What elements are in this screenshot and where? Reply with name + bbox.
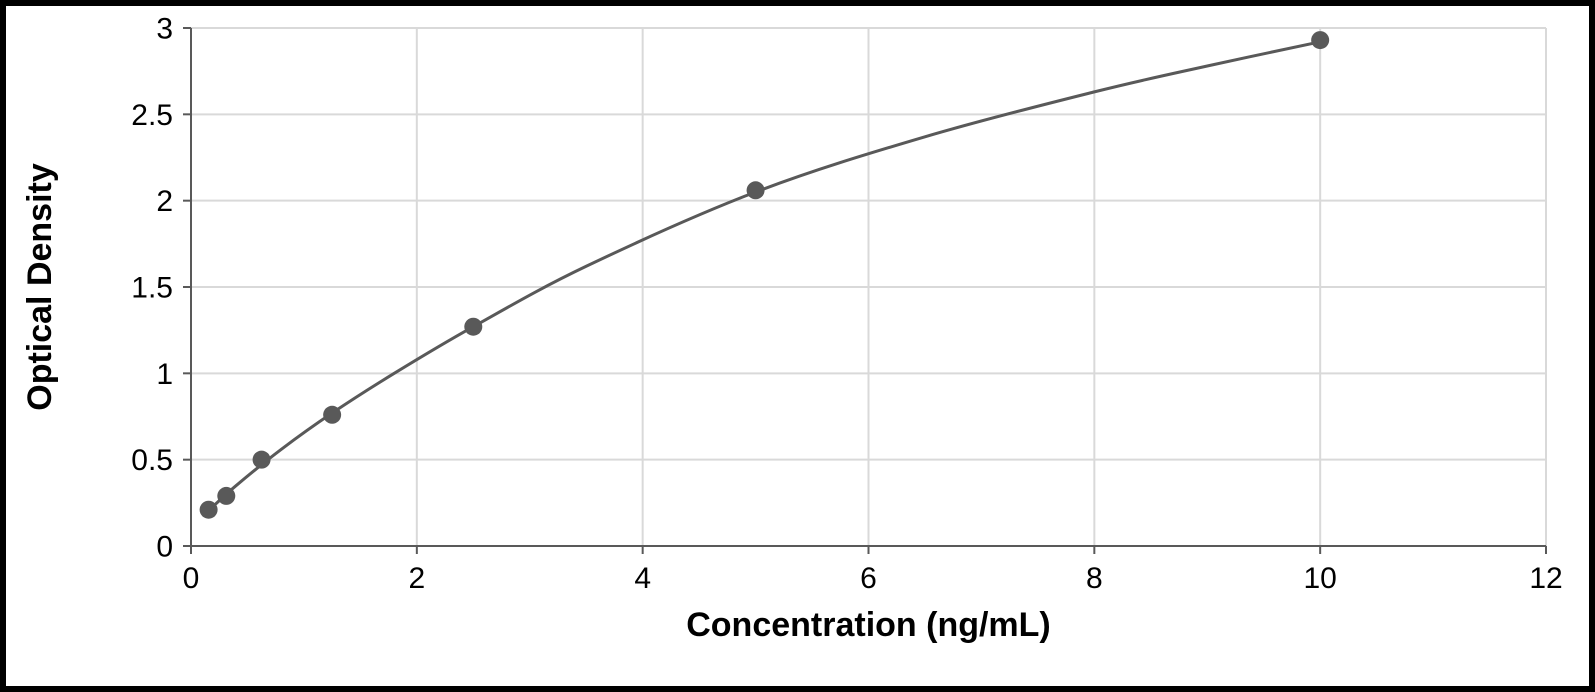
x-tick-label: 12	[1529, 562, 1562, 595]
x-tick-label: 0	[183, 562, 200, 595]
data-point	[1311, 31, 1329, 49]
x-axis-label: Concentration (ng/mL)	[686, 606, 1051, 644]
y-tick-label: 3	[156, 13, 173, 46]
x-tick-label: 6	[860, 562, 877, 595]
x-tick-label: 10	[1303, 562, 1336, 595]
data-point	[253, 451, 271, 469]
x-tick-label: 2	[408, 562, 425, 595]
y-tick-label: 1.5	[131, 272, 173, 305]
y-axis-label: Optical Density	[21, 163, 59, 411]
data-point	[747, 181, 765, 199]
curve-line	[209, 42, 1321, 511]
y-tick-label: 2	[156, 185, 173, 218]
y-tick-label: 0	[156, 531, 173, 564]
data-point	[200, 501, 218, 519]
x-tick-label: 4	[634, 562, 651, 595]
chart-svg: 0 2 4 6 8 10 12 0 0.5 1 1.5 2 2.5 3 Concentration (ng/…	[6, 6, 1589, 686]
y-tick-label: 1	[156, 358, 173, 391]
y-tick-label: 2.5	[131, 99, 173, 132]
y-tick-label: 0.5	[131, 444, 173, 477]
chart-container: 0 2 4 6 8 10 12 0 0.5 1 1.5 2 2.5 3 Concentration (ng/…	[0, 0, 1595, 692]
data-point	[217, 487, 235, 505]
data-point	[323, 406, 341, 424]
x-tick-label: 8	[1086, 562, 1103, 595]
data-point	[464, 318, 482, 336]
